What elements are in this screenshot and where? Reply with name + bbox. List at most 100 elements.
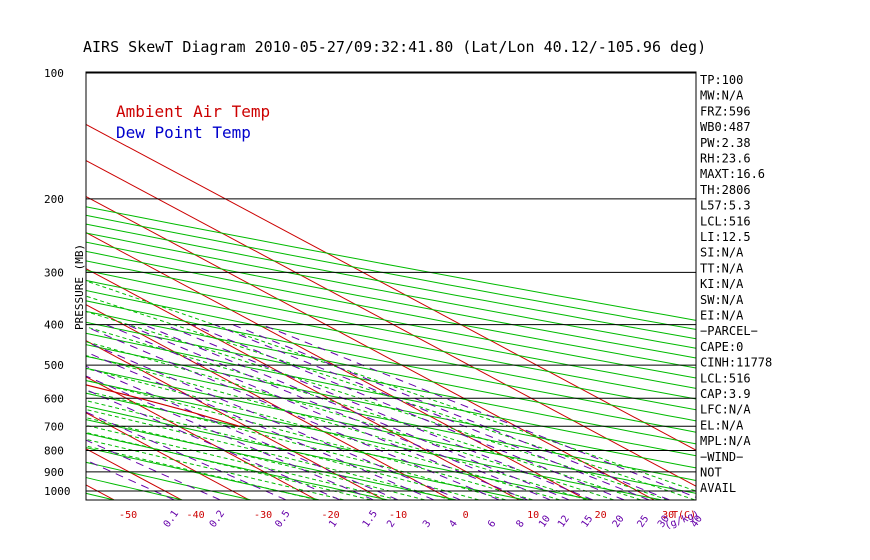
pressure-tick-label: 200 xyxy=(44,193,64,206)
dry-adiabat-line xyxy=(86,355,696,482)
plot-frame xyxy=(85,71,697,501)
dry-adiabat-line xyxy=(86,447,320,500)
isotherm-line xyxy=(0,73,47,500)
moist-adiabat-line xyxy=(86,280,696,492)
pressure-tick-label: 100 xyxy=(44,67,64,80)
legend-dew-point: Dew Point Temp xyxy=(116,123,251,142)
isotherm-line xyxy=(86,195,655,500)
mixing-ratio-label: 1.5 xyxy=(361,509,380,530)
dry-adiabat-line xyxy=(86,392,593,500)
mixing-ratio-label: 20 xyxy=(611,514,627,530)
dry-adiabat-line xyxy=(86,461,251,500)
mixing-ratio-line xyxy=(86,351,435,500)
pressure-tick-label: 700 xyxy=(44,420,64,433)
moist-adiabat-line xyxy=(86,400,479,500)
moist-adiabat-line xyxy=(86,445,317,500)
mixing-ratio-label: 10 xyxy=(537,514,553,530)
index-entry: EI:N/A xyxy=(700,309,744,323)
chart-title: AIRS SkewT Diagram 2010-05-27/09:32:41.8… xyxy=(83,38,706,56)
mixing-ratio-label: 12 xyxy=(556,514,572,530)
mixing-ratio-label: 3 xyxy=(421,518,433,529)
index-entry: WB0:487 xyxy=(700,120,751,134)
isotherm-line xyxy=(86,232,587,500)
moist-adiabat-line xyxy=(86,431,371,500)
index-entry: −WIND− xyxy=(700,450,743,464)
isotherm-line xyxy=(86,412,250,500)
dry-adiabat-line xyxy=(86,367,696,494)
mixing-ratio-line xyxy=(86,375,374,500)
index-entry: CAPE:0 xyxy=(700,340,743,354)
index-entry: SI:N/A xyxy=(700,246,744,260)
mixing-ratio-line xyxy=(143,324,570,500)
pressure-tick-label: 1000 xyxy=(44,485,71,498)
pressure-tick-label: 300 xyxy=(44,266,64,279)
dry-adiabat-line xyxy=(0,73,45,500)
moist-adiabat-line xyxy=(86,368,560,500)
mixing-ratio-label: 1 xyxy=(327,518,339,529)
dry-adiabat-line xyxy=(86,321,696,445)
dry-adiabat-line xyxy=(86,332,696,457)
mixing-ratio-label: 6 xyxy=(486,518,498,529)
legend-air-temp: Ambient Air Temp xyxy=(116,102,270,121)
moist-adiabat-line xyxy=(86,438,344,500)
moist-adiabat-line xyxy=(86,417,425,500)
index-entry: LCL:516 xyxy=(700,371,751,385)
mixing-ratio-line xyxy=(86,326,500,500)
temp-tick-label-bottom: 20 xyxy=(595,510,607,521)
air-temp-series-line xyxy=(86,384,240,427)
dry-adiabat-line xyxy=(86,289,696,411)
index-entry: LFC:N/A xyxy=(700,403,751,417)
dry-adiabat-line xyxy=(86,206,696,321)
temp-unit-label: T(C) xyxy=(672,510,696,521)
y-axis-label: PRESSURE (MB) xyxy=(73,244,86,330)
index-entry: NOT xyxy=(700,466,722,480)
moist-adiabat-line xyxy=(86,390,506,500)
index-entry: −PARCEL− xyxy=(700,324,758,338)
dry-adiabat-line xyxy=(86,223,696,340)
temp-tick-label-bottom: -30 xyxy=(254,510,272,521)
mixing-ratio-line xyxy=(192,324,625,500)
pressure-tick-label: 400 xyxy=(44,319,64,332)
pressure-tick-label: 900 xyxy=(44,466,64,479)
mixing-ratio-line xyxy=(214,324,649,500)
mixing-ratio-line xyxy=(86,341,461,500)
index-entry: MPL:N/A xyxy=(700,434,751,448)
dry-adiabat-line xyxy=(86,432,388,500)
pressure-tick-label: 600 xyxy=(44,392,64,405)
index-entry: KI:N/A xyxy=(700,277,744,291)
mixing-ratio-label: 25 xyxy=(635,514,651,530)
mixing-ratio-line xyxy=(261,324,696,498)
isotherm-line xyxy=(86,304,452,500)
dry-adiabat-line xyxy=(86,344,696,469)
mixing-ratio-line xyxy=(86,365,399,500)
moist-adiabat-line xyxy=(86,311,668,500)
temp-tick-label-bottom: -10 xyxy=(389,510,407,521)
isobars xyxy=(86,72,696,492)
index-entry: LI:12.5 xyxy=(700,230,751,244)
moist-adiabat-line xyxy=(86,295,695,500)
dew-point-series-line xyxy=(0,73,71,426)
index-entry: RH:23.6 xyxy=(700,152,751,166)
moist-adiabat-line xyxy=(86,326,641,500)
mixing-ratio-label: 0.1 xyxy=(162,509,181,530)
dry-adiabat-line xyxy=(86,214,696,330)
dry-adiabat-line xyxy=(86,380,662,500)
isotherm-line xyxy=(86,123,696,451)
moist-adiabat-line xyxy=(86,355,587,500)
mixing-ratio-line xyxy=(86,459,175,500)
mixing-ratio-label: 15 xyxy=(580,514,596,530)
moist-adiabat-line xyxy=(86,409,452,500)
mixing-ratio-label: 0.5 xyxy=(273,509,292,530)
temp-tick-label-bottom: 30 xyxy=(662,510,674,521)
dry-adiabat-line xyxy=(86,279,696,400)
index-entry: EL:N/A xyxy=(700,418,744,432)
dry-adiabat-line xyxy=(86,405,525,500)
mixing-ratio-line xyxy=(232,324,670,500)
mixing-ratio-line xyxy=(106,324,528,500)
mixing-ratio-label: 0.2 xyxy=(208,509,227,530)
mixing-ratio-label: 8 xyxy=(514,518,526,529)
temp-tick-label-bottom: -20 xyxy=(322,510,340,521)
index-entry: LCL:516 xyxy=(700,214,751,228)
